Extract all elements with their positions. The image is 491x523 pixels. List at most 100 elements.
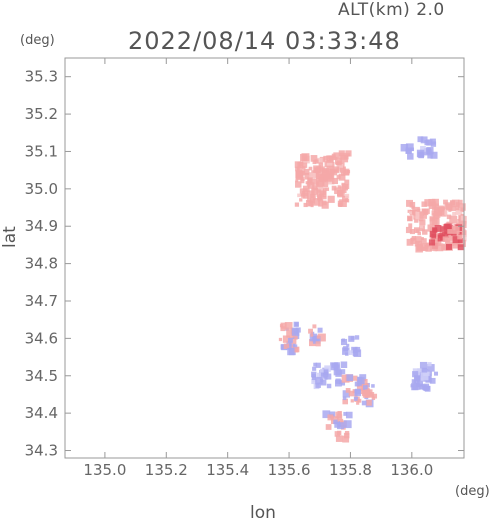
echo-cell	[310, 193, 316, 200]
echo-region	[340, 335, 362, 358]
echo-cell	[338, 150, 345, 157]
echo-region	[326, 150, 352, 174]
echo-cell	[310, 178, 317, 185]
echo-cell	[315, 382, 321, 388]
echo-cell	[432, 213, 439, 220]
echo-cell	[326, 155, 334, 163]
echo-cell	[284, 322, 293, 330]
echo-cell	[305, 199, 313, 207]
echo-cell	[342, 398, 349, 405]
echo-cell	[427, 224, 435, 232]
echo-cell	[303, 202, 308, 208]
x-tick-label: 135.4	[206, 461, 249, 479]
y-tick-label: 34.4	[25, 404, 58, 422]
echo-cell	[356, 383, 365, 391]
echo-cell	[283, 343, 290, 349]
echo-cell	[443, 199, 448, 205]
y-tick-label: 35.3	[25, 68, 58, 86]
echo-cell	[316, 335, 321, 339]
echo-cell	[339, 167, 344, 172]
echo-cell	[372, 393, 378, 399]
echo-cell	[343, 168, 350, 175]
echo-cell	[427, 152, 433, 159]
echo-cell	[434, 371, 439, 376]
echo-cell	[335, 411, 342, 418]
echo-cell	[440, 226, 446, 232]
echo-cell	[345, 198, 350, 203]
echo-cell	[331, 362, 337, 368]
echo-cell	[458, 239, 466, 248]
echo-cell	[434, 225, 442, 232]
echo-cell	[308, 339, 317, 347]
echo-cell	[338, 173, 346, 181]
echo-cell	[317, 333, 326, 342]
echo-cell	[441, 210, 448, 216]
echo-cell	[420, 372, 429, 381]
echo-cell	[419, 151, 423, 156]
echo-cell	[422, 229, 428, 235]
echo-cell	[346, 170, 351, 174]
echo-cell	[429, 377, 436, 384]
echo-cell	[310, 333, 314, 337]
echo-cell	[409, 229, 415, 235]
echo-cell	[340, 369, 346, 375]
echo-cell	[313, 167, 318, 172]
echo-cell	[415, 229, 419, 233]
echo-cell	[447, 229, 453, 234]
echo-cell	[459, 230, 467, 237]
echo-cell	[452, 211, 456, 216]
echo-cell	[414, 218, 419, 223]
plot-frame	[64, 57, 465, 459]
echo-cell	[319, 368, 324, 373]
echo-cell	[318, 201, 324, 207]
echo-cell	[315, 362, 321, 368]
echo-cell	[444, 229, 449, 235]
echo-cell	[411, 382, 419, 391]
echo-cell	[299, 188, 308, 197]
echo-cell	[432, 203, 439, 211]
echo-cell	[344, 430, 350, 436]
echo-cell	[293, 321, 299, 327]
y-tick-label: 34.6	[25, 329, 58, 347]
echo-cell	[435, 239, 442, 246]
y-tick-label: 34.9	[25, 217, 58, 235]
echo-cell	[310, 204, 314, 208]
echo-cell	[348, 390, 355, 397]
echo-cell	[451, 226, 460, 234]
echo-cell	[430, 141, 437, 147]
echo-cell	[352, 347, 358, 352]
echo-cell	[416, 385, 421, 390]
echo-cell	[322, 195, 327, 200]
echo-cell	[345, 411, 353, 419]
echo-cell	[405, 147, 412, 154]
echo-cell	[444, 202, 452, 210]
echo-cell	[425, 245, 432, 252]
echo-cell	[335, 378, 341, 384]
altitude-label: ALT(km) 2.0	[338, 0, 445, 20]
echo-cell	[337, 185, 341, 189]
y-tick-label: 34.8	[25, 255, 58, 273]
echo-cell	[420, 136, 428, 144]
echo-cell	[419, 361, 428, 370]
echo-cell	[300, 170, 306, 176]
echo-cell	[342, 390, 351, 398]
echo-cell	[408, 211, 412, 215]
echo-cell	[326, 383, 332, 389]
x-tick-label: 136.0	[390, 461, 433, 479]
echo-cell	[308, 166, 313, 171]
echo-cell	[441, 244, 448, 251]
echo-cell	[318, 167, 324, 172]
echo-cell	[361, 379, 368, 385]
echo-cell	[409, 201, 416, 208]
echo-cell	[337, 430, 342, 436]
axis-ticks: 135.0 135.2 135.4 135.6 135.8 136.0 35.3 35.2 35…	[25, 58, 464, 479]
echo-cell	[334, 168, 339, 173]
echo-cell	[438, 232, 444, 238]
echo-cell	[341, 338, 345, 342]
echo-cell	[290, 345, 294, 349]
echo-cell	[343, 432, 350, 439]
echo-cell	[311, 371, 317, 377]
echo-cell	[416, 380, 423, 387]
echo-cell	[406, 238, 414, 246]
echo-cell	[300, 177, 304, 181]
